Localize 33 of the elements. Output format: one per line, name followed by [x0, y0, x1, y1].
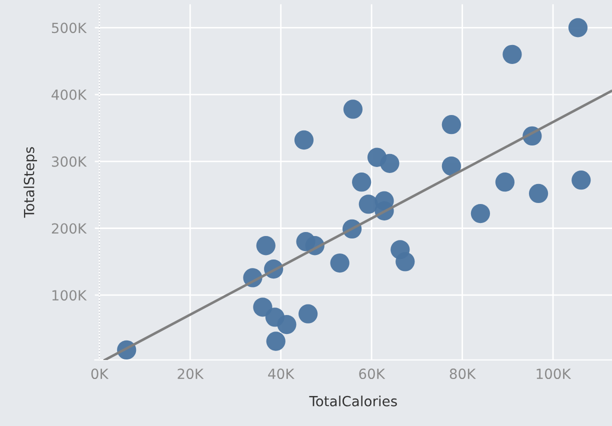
point [442, 115, 461, 134]
y-tick-label: 300K [52, 156, 87, 167]
point [495, 172, 515, 192]
point [352, 172, 372, 192]
point [442, 156, 461, 176]
x-tick-label: 40K [268, 368, 295, 380]
y-tick-label: 400K [52, 89, 87, 100]
point [568, 18, 588, 38]
point [253, 298, 272, 317]
point [266, 332, 286, 351]
point [256, 236, 276, 256]
point [277, 314, 296, 334]
y-tick-label: 200K [52, 223, 87, 234]
point [358, 194, 378, 214]
point [380, 154, 400, 173]
x-tick-label: 80K [450, 368, 476, 380]
y-tick-label: 100K [52, 290, 87, 301]
x-tick-label: 60K [359, 368, 386, 380]
x-tick-label: 100K [536, 368, 572, 380]
point [294, 130, 314, 150]
point [572, 170, 591, 190]
point [396, 252, 415, 272]
point [502, 44, 522, 64]
point [470, 204, 490, 224]
x-tick-label: 20K [178, 368, 204, 380]
point [343, 100, 363, 119]
y-axis-title: TotalSteps [24, 147, 38, 218]
point [528, 184, 548, 204]
y-tick-label: 500K [52, 22, 87, 34]
x-tick-label: 0K [91, 368, 109, 380]
point [298, 304, 318, 324]
x-axis-title: TotalCalories [309, 396, 397, 406]
point [330, 253, 350, 273]
